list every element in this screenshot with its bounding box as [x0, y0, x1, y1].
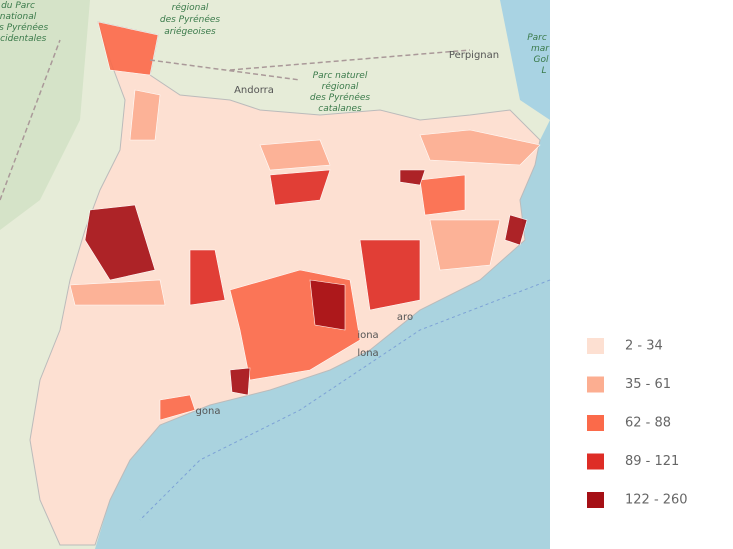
map-label: L	[541, 66, 546, 76]
map-label: des Pyrénées	[0, 22, 48, 33]
legend: 2 - 34 35 - 61 62 - 88 89 - 121 122 - 260	[587, 338, 688, 508]
region	[309, 279, 346, 331]
legend-swatch	[587, 492, 604, 508]
map-label: du Parc	[1, 1, 35, 11]
legend-label: 122 - 260	[625, 493, 688, 508]
legend-label: 35 - 61	[625, 377, 671, 392]
ferry-route	[139, 279, 551, 521]
map-label: Gol	[534, 55, 549, 65]
region	[429, 219, 501, 271]
legend-swatch	[587, 415, 604, 431]
map-label: iona	[357, 330, 378, 341]
region	[359, 239, 421, 311]
sea-north	[500, 0, 550, 120]
legend-label: 89 - 121	[625, 454, 679, 469]
legend-label: 62 - 88	[625, 416, 671, 431]
region	[419, 129, 541, 166]
map-label: Perpignan	[449, 50, 499, 61]
region	[129, 89, 161, 141]
region	[69, 279, 166, 306]
region	[189, 249, 226, 306]
legend-swatch	[587, 338, 604, 354]
map: du Parc national des Pyrénées occidental…	[0, 0, 550, 549]
legend-label: 2 - 34	[625, 339, 663, 354]
map-label: ariégeoises	[164, 26, 216, 37]
map-label: catalanes	[318, 104, 362, 114]
region	[399, 169, 426, 186]
map-label: Parc	[527, 33, 547, 43]
map-label: aro	[397, 312, 413, 323]
map-label: occidentales	[0, 34, 47, 44]
map-label: national	[0, 12, 37, 22]
map-label: Andorra	[234, 85, 274, 96]
region	[419, 174, 466, 216]
sea	[95, 120, 550, 549]
map-label: gona	[196, 406, 221, 417]
region	[97, 21, 159, 76]
region	[159, 394, 196, 421]
region	[259, 139, 331, 171]
region	[269, 169, 331, 206]
region	[504, 214, 528, 246]
region	[84, 204, 156, 281]
border	[0, 39, 471, 201]
legend-swatch	[587, 376, 604, 393]
region	[229, 367, 251, 396]
map-label: régional	[322, 81, 359, 92]
map-label: lona	[357, 348, 378, 359]
map-label: des Pyrénées	[310, 92, 371, 103]
map-label: mar	[531, 44, 550, 54]
map-label: régional	[172, 2, 209, 13]
map-label: Parc naturel	[313, 71, 368, 81]
map-label: des Pyrénées	[160, 14, 221, 25]
legend-swatch	[587, 453, 604, 470]
forest	[0, 0, 90, 230]
